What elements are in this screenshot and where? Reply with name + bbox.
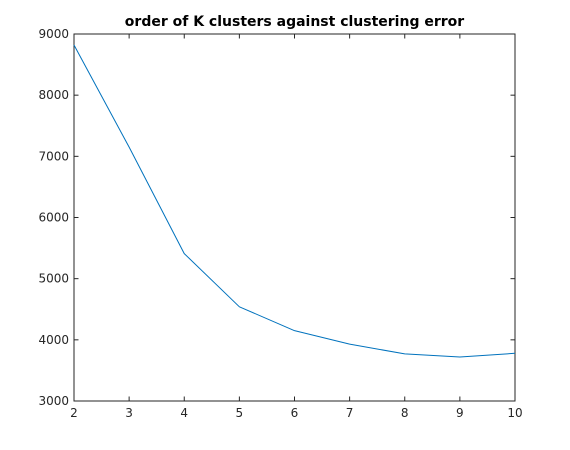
data-point [293, 329, 296, 332]
plot-area-box [73, 33, 516, 402]
y-tick-label: 8000 [38, 88, 69, 102]
chart-title: order of K clusters against clustering e… [125, 14, 464, 30]
y-tick-label: 5000 [38, 272, 69, 286]
data-point [73, 44, 76, 47]
data-point [348, 343, 351, 346]
y-tick-label: 9000 [38, 27, 69, 41]
x-tick-label: 8 [401, 406, 409, 420]
x-tick-label: 2 [70, 406, 78, 420]
y-axis: 3000 4000 5000 6000 7000 8000 9000 [38, 27, 515, 408]
data-point [403, 352, 406, 355]
data-point [238, 305, 241, 308]
data-point [128, 146, 131, 149]
data-point [183, 252, 186, 255]
series-line-0 [73, 44, 516, 358]
x-axis: 2 3 4 5 6 7 8 9 10 [70, 34, 523, 420]
series-layer [73, 44, 517, 358]
y-tick-label: 6000 [38, 211, 69, 225]
y-tick-label: 7000 [38, 149, 69, 163]
x-tick-label: 6 [291, 406, 299, 420]
x-tick-label: 10 [507, 406, 522, 420]
x-tick-label: 4 [180, 406, 188, 420]
y-tick-label: 3000 [38, 394, 69, 408]
x-tick-label: 5 [236, 406, 244, 420]
y-tick-label: 4000 [38, 333, 69, 347]
data-point [458, 355, 461, 358]
x-tick-label: 9 [456, 406, 464, 420]
x-tick-label: 7 [346, 406, 354, 420]
x-tick-label: 3 [125, 406, 133, 420]
data-point [514, 352, 517, 355]
